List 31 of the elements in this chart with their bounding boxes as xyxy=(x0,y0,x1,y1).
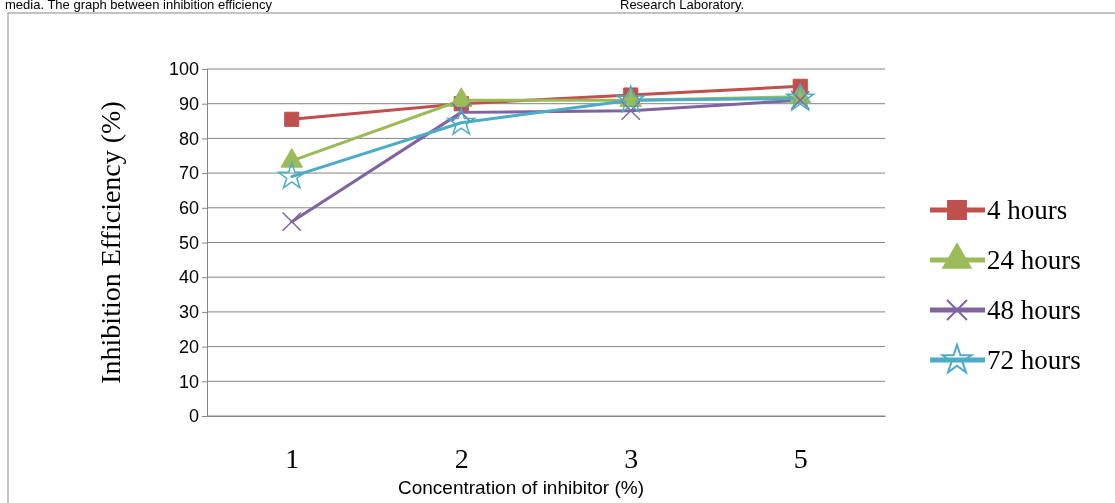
x-tick-label: 1 xyxy=(285,442,300,474)
point xyxy=(277,161,306,189)
x-axis-title: Concentration of inhibitor (%) xyxy=(397,477,645,498)
y-tick-label: 30 xyxy=(178,302,199,323)
y-tick-label: 70 xyxy=(178,163,199,184)
point xyxy=(280,148,303,168)
point xyxy=(616,85,645,113)
x-tick-label: 2 xyxy=(454,442,469,474)
y-tick-label: 80 xyxy=(178,128,199,149)
y-tick-label: 0 xyxy=(188,406,199,427)
text: Research Laboratory. xyxy=(620,0,745,12)
y-tick-label: 100 xyxy=(168,59,199,80)
point xyxy=(281,211,302,232)
legend-label: 4 hours xyxy=(987,195,1068,225)
legend-label: 72 hours xyxy=(987,345,1081,375)
y-tick-label: 20 xyxy=(178,336,199,357)
y-tick-label: 90 xyxy=(178,93,199,114)
y-tick-label: 10 xyxy=(178,371,199,392)
y-tick-label: 40 xyxy=(178,267,199,288)
legend-label: 48 hours xyxy=(987,295,1081,325)
y-axis-title: Inhibition Efficiency (%) xyxy=(95,101,126,384)
y-tick-label: 50 xyxy=(178,232,199,253)
x-tick-label: 5 xyxy=(793,442,808,474)
y-tick-label: 60 xyxy=(178,198,199,219)
point xyxy=(786,83,815,111)
point xyxy=(284,111,300,127)
point xyxy=(620,100,641,121)
point xyxy=(447,108,476,135)
legend-label: 24 hours xyxy=(987,245,1081,275)
x-tick-label: 3 xyxy=(624,442,639,474)
text: media. The graph between inhibition efficiency xyxy=(5,0,273,12)
